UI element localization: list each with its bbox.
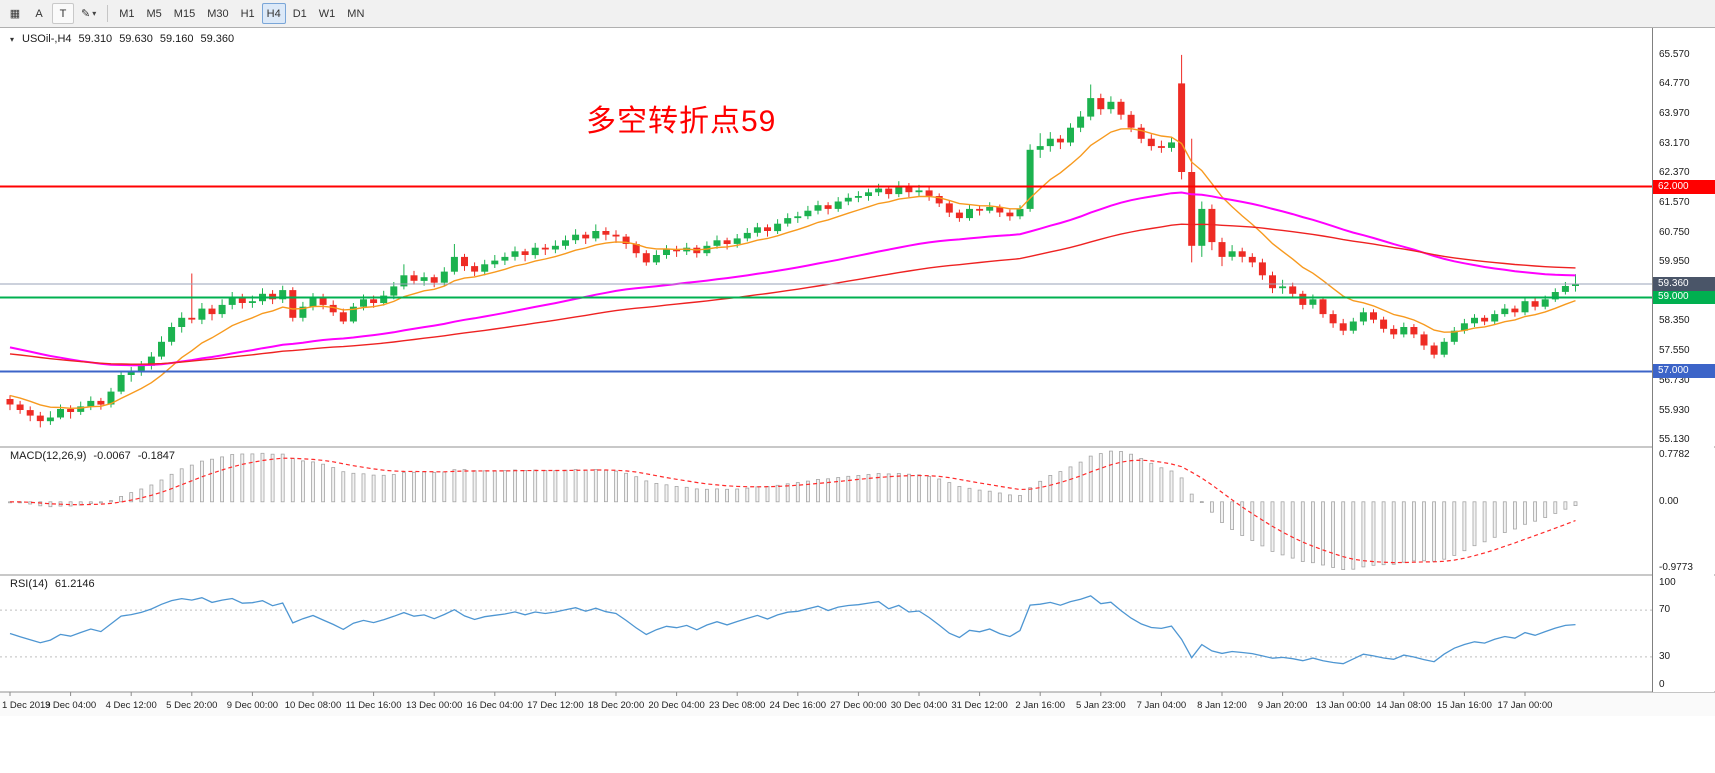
rsi-value: 61.2146 [54,578,95,590]
price-tag-59.000: 59.000 [1653,290,1715,305]
timeframe-button-H4[interactable]: H4 [261,3,286,24]
caret-down-icon: ▾ [92,9,97,18]
triangle-down-icon: ▾ [10,34,15,44]
axis-value-label: 55.930 [1659,404,1690,416]
price-tag-57.000: 57.000 [1653,364,1715,379]
axis-value-label: 55.130 [1659,434,1690,446]
charts-button[interactable]: ▦ [4,3,26,24]
cursor-tool-button[interactable]: A [28,3,50,24]
time-axis-label: 30 Dec 04:00 [891,700,948,711]
axis-value-label: 62.370 [1659,167,1690,179]
time-axis-label: 27 Dec 00:00 [830,700,887,711]
timeframe-button-D1[interactable]: D1 [288,3,312,24]
time-axis-label: 24 Dec 16:00 [770,700,827,711]
time-axis-label: 14 Jan 08:00 [1376,700,1431,711]
axis-value-label: 59.950 [1659,256,1690,268]
macd-indicator-header: MACD(12,26,9) -0.0067 -0.1847 [10,450,175,462]
macd-histogram [8,450,1578,570]
price-axis[interactable]: 65.570 64.770 63.970 63.170 62.370 61.570 60.7… [1652,28,1715,692]
macd-main-value: -0.0067 [93,450,131,462]
time-axis-label: 5 Jan 23:00 [1076,700,1126,711]
axis-value-label: 70 [1659,604,1671,616]
time-axis-label: 13 Jan 00:00 [1316,700,1371,711]
time-axis-label: 4 Dec 12:00 [106,700,157,711]
time-axis-label: 13 Dec 00:00 [406,700,463,711]
time-axis-label: 23 Dec 08:00 [709,700,766,711]
time-axis-label: 2 Jan 16:00 [1015,700,1065,711]
axis-value-label: 57.550 [1659,345,1690,357]
price-tag-62.000: 62.000 [1653,179,1715,194]
axis-value-label: 56.730 [1659,375,1690,387]
timeframe-button-M5[interactable]: M5 [142,3,167,24]
draw-tools-button[interactable]: ✎ ▾ [76,3,101,24]
axis-value-label: 0 [1659,679,1665,690]
axis-value-label: 61.570 [1659,196,1690,208]
current-price-tag: 59.360 [1653,277,1715,292]
axis-value-label: 63.170 [1659,137,1690,149]
rsi-line [9,595,1576,665]
axis-value-label: 65.570 [1659,48,1690,60]
time-axis-label: 1 Dec 2019 [2,700,51,711]
time-axis-label: 3 Dec 04:00 [45,700,96,711]
time-axis-label: 17 Jan 00:00 [1498,700,1553,711]
symbol-header: ▾ USOil-,H4 59.310 59.630 59.160 59.360 [10,33,234,45]
timeframe-button-M15[interactable]: M15 [169,3,200,24]
toolbar: ▦ A T ✎ ▾ M1 M5 M15 M30 H1 H4 D1 W1 MN [0,0,1715,28]
time-axis-label: 11 Dec 16:00 [346,700,402,711]
quote-low: 59.160 [159,33,194,45]
axis-value-label: 58.350 [1659,315,1690,327]
chart-window: 1 Dec 2019 3 Dec 04:00 4 Dec 12:00 5 Dec 20… [0,28,1715,773]
time-axis-label: 5 Dec 20:00 [166,700,217,711]
time-axis-label: 18 Dec 20:00 [588,700,645,711]
medium-ma-line [9,191,1576,367]
time-axis-label: 17 Dec 12:00 [527,700,584,711]
axis-value-label: 30 [1659,650,1671,662]
time-axis-label: 16 Dec 04:00 [467,700,524,711]
axis-value-label: -0.9773 [1659,562,1693,573]
symbol-name: USOil-,H4 [22,33,72,45]
chart-annotation[interactable]: 多空转折点59 [586,105,777,138]
time-axis-label: 15 Jan 16:00 [1437,700,1492,711]
timeframe-button-MN[interactable]: MN [342,3,369,24]
axis-value-label: 100 [1659,577,1676,588]
axis-value-label: 0.00 [1659,495,1679,507]
time-axis-label: 9 Jan 20:00 [1258,700,1308,711]
toolbar-separator [107,5,109,22]
quote-close: 59.360 [200,33,235,45]
slow-ma-line [9,223,1576,365]
time-axis-label: 20 Dec 04:00 [648,700,705,711]
macd-signal-line [9,457,1576,564]
text-tool-button[interactable]: T [52,3,74,24]
quote-open: 59.310 [78,33,113,45]
timeframe-button-M1[interactable]: M1 [114,3,139,24]
axis-value-label: 63.970 [1659,108,1690,119]
rsi-indicator-header: RSI(14) 61.2146 [10,578,95,590]
time-axis-label: 7 Jan 04:00 [1137,700,1187,711]
rsi-label: RSI(14) [10,578,48,590]
axis-value-label: 0.7782 [1659,449,1690,460]
time-axis-label: 9 Dec 00:00 [227,700,278,711]
axis-value-label: 60.750 [1659,226,1690,238]
timeframe-button-M30[interactable]: M30 [202,3,233,24]
fast-ma-line [9,127,1576,410]
axis-value-label: 64.770 [1659,78,1690,90]
timeframe-button-H1[interactable]: H1 [236,3,260,24]
macd-signal-value: -0.1847 [137,450,176,462]
quote-high: 59.630 [119,33,153,45]
time-axis-label: 8 Jan 12:00 [1197,700,1247,711]
time-axis-label: 10 Dec 08:00 [285,700,342,711]
time-axis-label: 31 Dec 12:00 [951,700,1008,711]
timeframe-group: M1 M5 M15 M30 H1 H4 D1 W1 MN [113,3,370,24]
toolbar-tools-group: ▦ A T ✎ ▾ [3,3,102,24]
timeframe-button-W1[interactable]: W1 [314,3,341,24]
macd-label: MACD(12,26,9) [10,450,87,462]
